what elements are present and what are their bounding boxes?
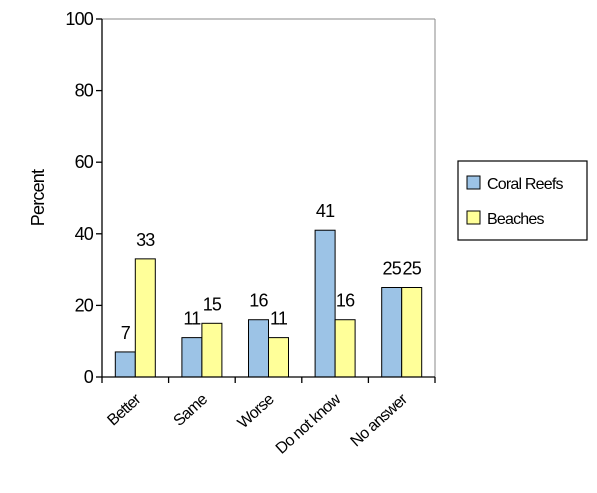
legend-label-beaches: Beaches <box>487 211 544 228</box>
data-label: 11 <box>270 309 288 329</box>
bar-coral-reefs <box>181 337 203 378</box>
category-label: Better <box>104 390 145 429</box>
category-label: Do not know <box>273 391 345 458</box>
data-label: 15 <box>203 294 222 314</box>
data-label: 16 <box>336 291 355 311</box>
bar-beaches <box>201 322 223 378</box>
legend: Coral Reefs Beaches <box>457 160 588 241</box>
y-tick-label: 60 <box>75 152 94 172</box>
y-tick-label: 100 <box>65 9 93 29</box>
category-label: Same <box>171 391 212 430</box>
y-axis-ticks: 0 20 40 60 80 100 <box>65 9 102 387</box>
data-label: 41 <box>316 201 335 221</box>
legend-box <box>457 160 588 241</box>
y-axis-title: Percent <box>28 169 48 226</box>
data-label: 11 <box>183 309 201 329</box>
data-label: 33 <box>136 230 155 250</box>
y-tick-label: 20 <box>75 295 94 315</box>
category-label: No answer <box>348 390 412 450</box>
category-label: Worse <box>235 391 278 432</box>
y-tick-label: 0 <box>84 367 94 387</box>
bar-beaches <box>268 337 289 378</box>
bar-beaches <box>134 258 156 378</box>
data-label: 16 <box>249 291 268 311</box>
x-axis-ticks <box>101 377 436 383</box>
data-label: 7 <box>121 323 131 343</box>
bar-coral-reefs <box>114 351 136 378</box>
bar-coral-reefs <box>381 287 403 378</box>
bars <box>114 229 423 378</box>
bar-coral-reefs <box>248 319 269 378</box>
bar-beaches <box>401 287 423 378</box>
bar-beaches <box>334 319 356 378</box>
y-tick-label: 40 <box>75 224 94 244</box>
legend-swatch-coral-reefs <box>466 175 481 190</box>
y-tick-label: 80 <box>75 81 94 101</box>
legend-swatch-beaches <box>466 210 481 225</box>
bar-coral-reefs <box>314 229 336 378</box>
legend-label-coral-reefs: Coral Reefs <box>487 176 563 193</box>
data-label: 25 <box>382 259 401 279</box>
data-label: 25 <box>402 259 421 279</box>
